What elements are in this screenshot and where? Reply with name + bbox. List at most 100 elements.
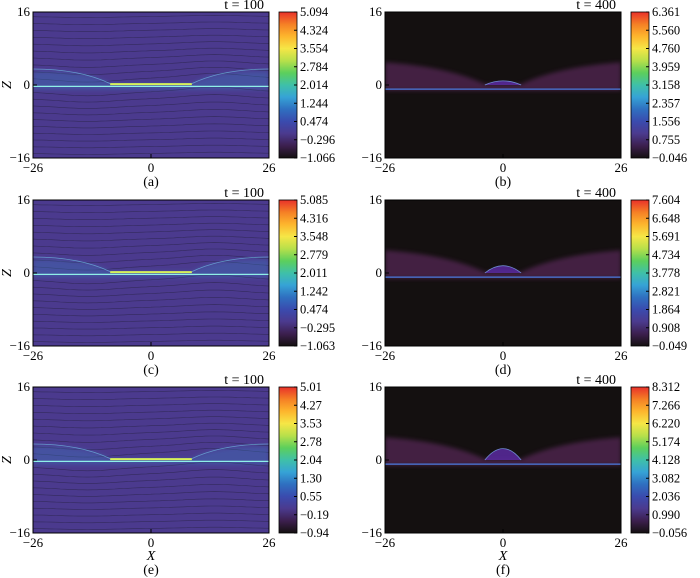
x-tick-label: −26: [375, 160, 396, 175]
field-line: [33, 505, 269, 510]
field-line: [33, 41, 269, 47]
colorbar-label: 2.78: [300, 435, 322, 449]
panel-caption: (c): [143, 363, 159, 378]
y-tick-label: 0: [24, 265, 31, 280]
field-line: [33, 389, 269, 393]
colorbar-label: 2.779: [300, 248, 328, 262]
x-tick-label: −26: [23, 160, 44, 175]
colorbar-label: 2.04: [300, 453, 323, 467]
field-line: [33, 202, 269, 206]
colorbar-label: −0.046: [652, 151, 687, 165]
field-line: [33, 116, 269, 122]
panel-caption: (f): [496, 563, 510, 578]
y-axis-label: Z: [0, 81, 15, 89]
field-line: [33, 339, 269, 343]
colorbar-label: 3.959: [652, 60, 680, 74]
colorbar-label: −0.295: [300, 321, 335, 335]
field-line: [33, 519, 269, 524]
colorbar-label: 6.648: [652, 211, 680, 225]
colorbar-label: 2.014: [300, 78, 329, 92]
panel-caption: (b): [495, 175, 512, 190]
field-line: [33, 144, 269, 149]
panel-d: −26 0 26 16 0 −16 t = 400 (d) 7.604 6.648 5.691 4.7…: [362, 186, 688, 378]
panel-f: −26 0 26 16 0 −16 t = 400 X(f) 8.312 7.266 6.220 5.…: [362, 373, 688, 578]
y-tick-label: 0: [24, 77, 31, 92]
x-tick-label: 26: [615, 348, 629, 363]
field-line: [33, 34, 269, 39]
colorbar-label: 0.755: [652, 133, 680, 147]
colorbar-label: 7.604: [652, 193, 681, 207]
colorbar-label: 5.691: [652, 230, 680, 244]
x-axis-label: X: [146, 549, 156, 564]
field-line: [33, 409, 269, 414]
colorbar-label: 3.082: [652, 471, 680, 485]
field-line: [33, 429, 269, 436]
y-tick-label: 16: [369, 379, 383, 394]
separatrix: [33, 443, 111, 459]
x-tick-label: 26: [263, 535, 277, 550]
colorbar-label: 2.357: [652, 96, 680, 110]
heatmap-field: [385, 12, 621, 158]
x-tick-label: 0: [500, 348, 507, 363]
plasmoid: [484, 448, 522, 461]
field-line: [33, 311, 269, 317]
colorbar-label: −1.066: [300, 151, 335, 165]
colorbar-label: 4.734: [652, 248, 681, 262]
field-line: [33, 248, 269, 256]
field-line: [33, 422, 269, 429]
field-line: [33, 526, 269, 530]
x-tick-label: −26: [23, 348, 44, 363]
colorbar-label: 5.174: [652, 435, 681, 449]
x-tick-label: −26: [23, 535, 44, 550]
y-tick-label: −16: [10, 338, 31, 353]
field-line: [33, 109, 269, 116]
heatmap-field: [33, 12, 269, 158]
colorbar-label: 4.27: [300, 398, 322, 412]
x-tick-label: 0: [148, 160, 155, 175]
field-line: [33, 14, 269, 18]
field-line: [33, 435, 269, 443]
plasmoid: [484, 80, 522, 86]
x-tick-label: 0: [148, 348, 155, 363]
colorbar-label: 3.554: [300, 42, 329, 56]
panel-title: t = 400: [576, 0, 616, 13]
field-line: [33, 21, 269, 25]
x-tick-label: 0: [500, 160, 507, 175]
panel-a: −26 0 26 16 0 −16 t = 100 Z (a) 5.094 4.324 3.554 2.…: [0, 0, 335, 190]
field-line: [33, 242, 269, 249]
heatmap-field: [385, 387, 621, 533]
colorbar-label: 4.760: [652, 42, 680, 56]
field-line: [33, 304, 269, 310]
y-tick-label: 0: [24, 452, 31, 467]
colorbar-label: 7.266: [652, 398, 680, 412]
separatrix: [33, 256, 111, 272]
colorbar-label: 1.864: [652, 303, 681, 317]
field-line: [33, 469, 269, 478]
field-line: [33, 325, 269, 330]
field-line: [33, 216, 269, 220]
field-line: [33, 54, 269, 61]
y-tick-label: −16: [362, 150, 383, 165]
x-tick-label: −26: [375, 535, 396, 550]
field-line: [33, 289, 269, 297]
x-tick-label: 26: [263, 348, 277, 363]
y-tick-label: 16: [369, 4, 383, 19]
y-tick-label: −16: [362, 525, 383, 540]
field-line: [33, 318, 269, 323]
field-line: [33, 476, 269, 484]
colorbar-label: −0.94: [300, 526, 330, 540]
panel-e: −26 0 26 16 0 −16 t = 100 Z X(e) 5.01 4.27 3.53 2.78…: [0, 373, 330, 578]
field-line: [33, 222, 269, 227]
heatmap-field: [33, 387, 269, 533]
field-line: [33, 498, 269, 504]
field-line: [33, 332, 269, 337]
panel-caption: (d): [495, 363, 512, 378]
field-line: [33, 47, 269, 54]
colorbar-label: 2.784: [300, 60, 329, 74]
field-line: [33, 235, 269, 242]
field-line: [33, 137, 269, 142]
colorbar-label: 2.821: [652, 284, 680, 298]
heatmap-field: [33, 200, 269, 346]
x-tick-label: 0: [500, 535, 507, 550]
colorbar-label: 0.990: [652, 508, 680, 522]
